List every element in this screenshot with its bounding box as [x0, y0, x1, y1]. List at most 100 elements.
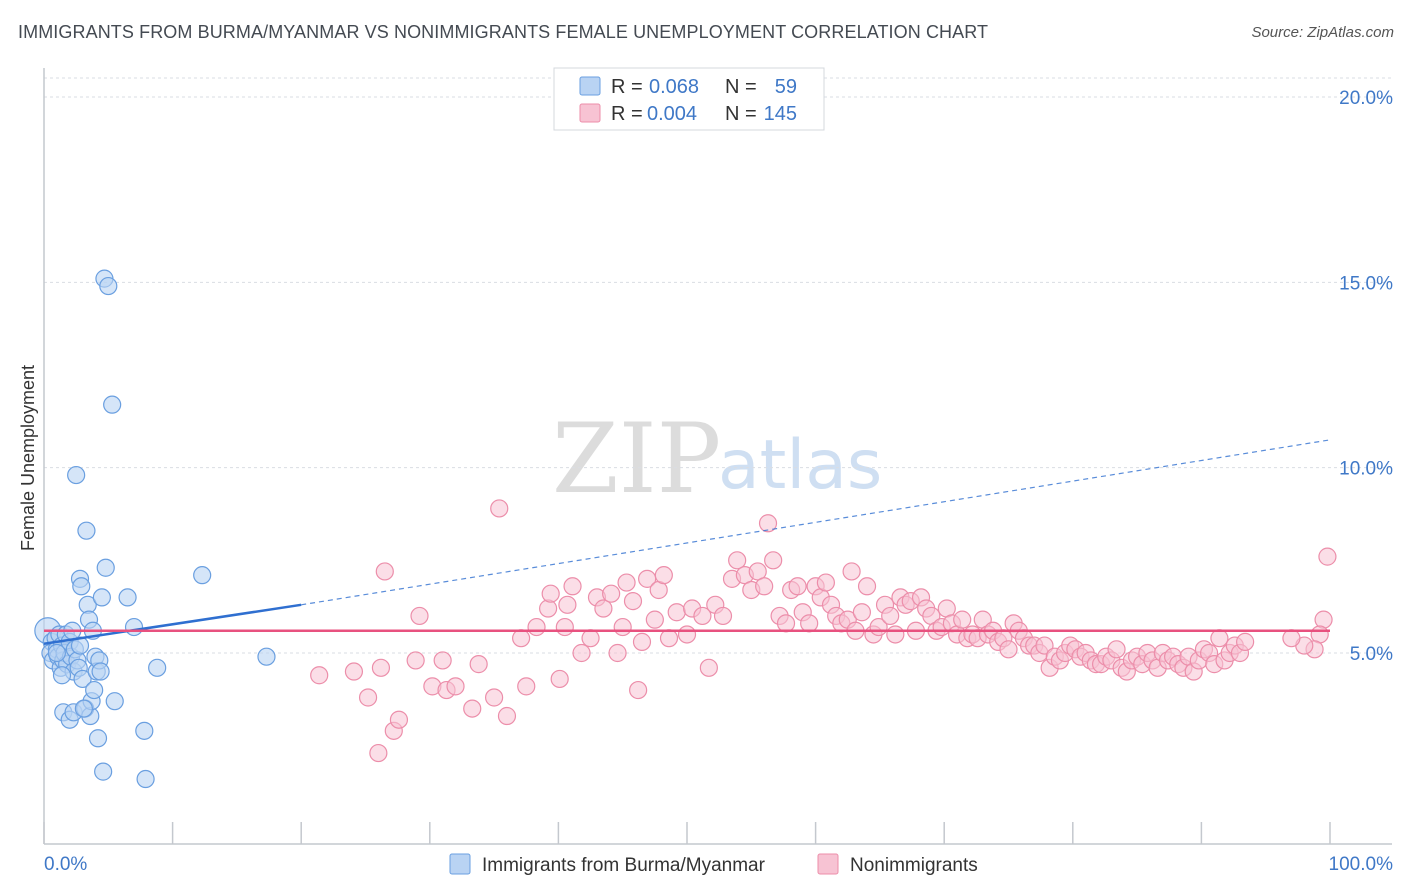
- y-tick-label: 5.0%: [1350, 644, 1393, 665]
- stats-r-value-blue: 0.068: [649, 76, 699, 98]
- nonimmigrants-point: [788, 577, 807, 596]
- nonimmigrants-point: [581, 629, 600, 648]
- nonimmigrants-point: [1314, 610, 1333, 629]
- nonimmigrants-point: [842, 562, 861, 581]
- burma-point: [99, 276, 118, 296]
- burma-point: [135, 721, 154, 740]
- burma-point: [136, 769, 155, 789]
- burma-point: [105, 692, 124, 711]
- nonimmigrants-point: [594, 599, 613, 618]
- burma-point: [103, 395, 122, 414]
- burma-point: [96, 558, 115, 577]
- burma-point: [67, 465, 86, 485]
- burma-point: [118, 588, 137, 607]
- nonimmigrants-point: [1282, 629, 1301, 648]
- burma-point: [148, 658, 167, 677]
- nonimmigrants-point: [645, 610, 664, 629]
- stats-n-value-blue: 59: [775, 76, 797, 98]
- axes: [43, 68, 1392, 845]
- nonimmigrants-point: [758, 514, 778, 533]
- nonimmigrants-point: [623, 592, 643, 611]
- burma-point: [77, 521, 96, 540]
- nonimmigrants-point: [953, 610, 972, 629]
- burma-point: [88, 729, 108, 748]
- y-axis-label: Female Unemployment: [18, 365, 38, 551]
- nonimmigrants-point: [369, 743, 388, 763]
- burma-point: [91, 662, 110, 681]
- burma-point: [52, 666, 72, 685]
- burma-point: [257, 647, 276, 666]
- x-tick-labels: 0.0% 100.0%: [44, 854, 1393, 875]
- nonimmigrants-point: [563, 577, 582, 596]
- nonimmigrants-point: [463, 699, 482, 718]
- burma-point: [85, 680, 104, 700]
- y-tick-label: 15.0%: [1339, 273, 1393, 294]
- stats-legend-box: R = 0.068 N = 59 R = 0.004 N = 145: [553, 67, 825, 131]
- nonimmigrants-point: [654, 566, 673, 585]
- nonimmigrants-point: [389, 710, 409, 729]
- zipatlas-watermark: ZIP atlas: [552, 403, 882, 515]
- nonimmigrants-point: [632, 632, 652, 651]
- nonimmigrants-point: [1318, 547, 1337, 566]
- nonimmigrants-point: [497, 706, 517, 726]
- nonimmigrants-point: [433, 651, 452, 670]
- legend-label-nonimmigrants: Nonimmigrants: [850, 855, 978, 876]
- burma-trend-extension: [301, 439, 1331, 606]
- chart-title: IMMIGRANTS FROM BURMA/MYANMAR VS NONIMMI…: [18, 22, 989, 42]
- y-tick-labels: 5.0% 10.0% 15.0% 20.0%: [1339, 88, 1393, 665]
- nonimmigrants-point: [699, 658, 718, 677]
- stats-r-label-blue: R =: [611, 76, 643, 98]
- legend-swatch-nonimmigrants: [817, 853, 839, 875]
- nonimmigrants-point: [693, 606, 712, 626]
- nonimmigrants-point: [602, 584, 621, 603]
- legend-swatch-burma: [449, 853, 471, 875]
- nonimmigrants-point: [613, 617, 632, 637]
- nonimmigrants-point: [406, 651, 425, 670]
- nonimmigrants-point: [728, 551, 747, 570]
- nonimmigrants-point: [375, 562, 394, 581]
- watermark-atlas: atlas: [718, 426, 882, 505]
- stats-swatch-blue: [579, 76, 601, 96]
- nonimmigrants-point: [527, 617, 546, 637]
- burma-point: [92, 588, 111, 607]
- burma-points: [34, 269, 276, 789]
- nonimmigrants-point: [755, 577, 774, 596]
- nonimmigrants-point: [490, 499, 509, 518]
- nonimmigrants-point: [764, 551, 783, 570]
- nonimmigrants-point: [558, 595, 577, 614]
- bottom-legend: Immigrants from Burma/Myanmar Nonimmigra…: [449, 853, 978, 876]
- burma-point: [47, 643, 66, 663]
- nonimmigrants-point: [371, 658, 391, 677]
- burma-point: [73, 669, 92, 689]
- nonimmigrants-point: [555, 617, 574, 637]
- nonimmigrants-point: [550, 669, 569, 689]
- burma-point: [124, 617, 144, 637]
- burma-point: [193, 566, 212, 585]
- nonimmigrants-point: [446, 677, 465, 696]
- nonimmigrants-point: [344, 662, 364, 681]
- chart-source: Source: ZipAtlas.com: [1251, 24, 1394, 41]
- x-tick-label-max: 100.0%: [1329, 854, 1394, 875]
- gridlines: [44, 77, 1394, 654]
- stats-r-label-pink: R =: [611, 103, 643, 125]
- nonimmigrants-point: [358, 688, 378, 707]
- burma-point: [94, 762, 113, 781]
- stats-n-label-blue: N =: [725, 76, 757, 98]
- x-tick-label-min: 0.0%: [44, 854, 87, 875]
- nonimmigrants-point: [1035, 636, 1054, 655]
- y-tick-label: 20.0%: [1339, 88, 1393, 109]
- nonimmigrants-point: [469, 655, 488, 674]
- nonimmigrants-point: [1236, 632, 1255, 651]
- stats-n-value-pink: 145: [764, 103, 797, 125]
- stats-r-value-pink: 0.004: [647, 103, 697, 125]
- nonimmigrants-point: [1107, 640, 1126, 659]
- stats-n-label-pink: N =: [725, 103, 757, 125]
- burma-point: [72, 577, 91, 596]
- nonimmigrants-point: [999, 640, 1018, 659]
- burma-trend-line: [43, 603, 302, 645]
- nonimmigrants-point: [1210, 629, 1229, 648]
- nonimmigrants-point: [629, 680, 648, 700]
- nonimmigrants-point: [608, 643, 627, 663]
- nonimmigrants-point: [517, 677, 536, 696]
